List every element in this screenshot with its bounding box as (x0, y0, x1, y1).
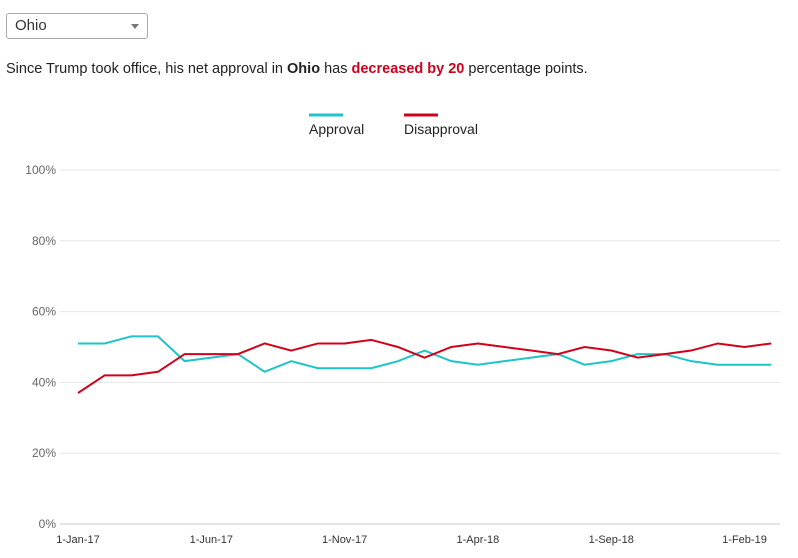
x-tick-label: 1-Apr-18 (457, 534, 500, 546)
summary-text: Since Trump took office, his net approva… (6, 61, 588, 77)
x-tick-label: 1-Feb-19 (722, 534, 767, 546)
x-tick-label: 1-Sep-18 (589, 534, 634, 546)
series-line-disapproval (77, 338, 772, 394)
x-tick-label: 1-Nov-17 (322, 534, 367, 546)
y-tick-label: 100% (25, 163, 56, 177)
x-tick-label: 1-Jan-17 (56, 534, 99, 546)
summary-mid: has (320, 61, 352, 77)
y-tick-label: 0% (39, 517, 57, 531)
legend-label-approval: Approval (309, 121, 364, 137)
summary-prefix: Since Trump took office, his net approva… (6, 61, 288, 77)
summary-suffix: percentage points. (464, 61, 588, 77)
chevron-down-icon (131, 24, 139, 29)
legend-label-disapproval: Disapproval (404, 121, 478, 137)
y-tick-label: 40% (32, 375, 56, 389)
y-tick-label: 80% (32, 234, 56, 248)
summary-state: Ohio (287, 61, 321, 77)
state-select[interactable]: Ohio (6, 13, 148, 39)
y-tick-label: 20% (32, 446, 56, 460)
y-tick-label: 60% (32, 305, 56, 319)
summary-change: decreased by 20 (351, 61, 465, 77)
state-select-value: Ohio (15, 17, 47, 34)
series-line-approval (78, 335, 772, 373)
x-tick-label: 1-Jun-17 (190, 534, 233, 546)
